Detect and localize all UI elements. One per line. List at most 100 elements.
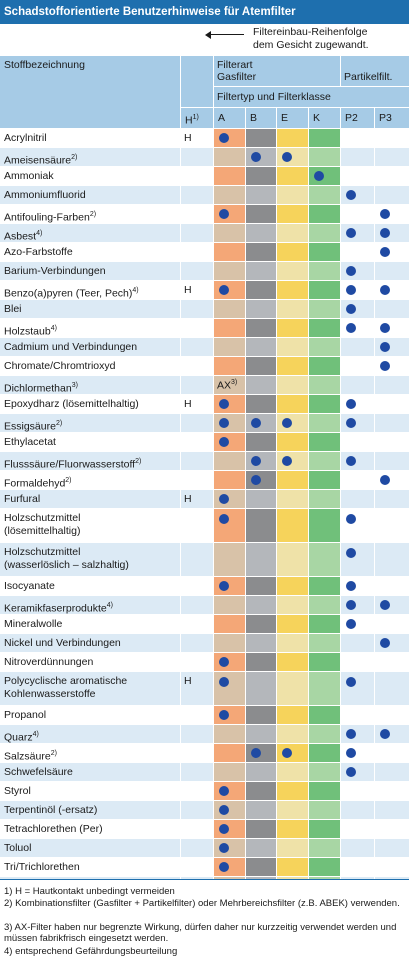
filter-cell-b xyxy=(246,839,276,857)
column-divider xyxy=(276,167,277,185)
substance-name: Ameisensäure2) xyxy=(4,151,77,168)
column-divider xyxy=(276,634,277,652)
column-divider xyxy=(340,725,341,743)
column-divider xyxy=(308,782,309,800)
column-divider xyxy=(213,577,214,595)
column-divider xyxy=(276,376,277,394)
column-divider xyxy=(308,858,309,876)
column-divider xyxy=(213,858,214,876)
column-header-p2: P2 xyxy=(341,108,374,128)
column-divider xyxy=(374,801,375,819)
filter-cell-e xyxy=(277,801,308,819)
footnote-1: 1) H = Hautkontakt unbedingt vermeiden xyxy=(4,886,175,897)
header-filtertyp-cell: Filtertyp und Filterklasse xyxy=(214,87,409,107)
column-divider xyxy=(245,281,246,299)
column-divider xyxy=(374,509,375,542)
column-divider xyxy=(308,376,309,394)
column-divider xyxy=(213,433,214,451)
substance-name-text: Ethylacetat xyxy=(4,436,56,448)
substance-name-text: Isocyanate xyxy=(4,580,55,592)
recommendation-dot-b xyxy=(251,456,261,466)
column-divider xyxy=(308,262,309,280)
table-row: Ethylacetat xyxy=(0,433,409,451)
footnote-ref: 3) xyxy=(71,382,78,389)
column-divider xyxy=(245,858,246,876)
filter-cell-b xyxy=(246,782,276,800)
substance-name-text: Barium-Verbindungen xyxy=(4,265,106,277)
column-divider xyxy=(245,543,246,576)
recommendation-dot-p2 xyxy=(346,581,356,591)
column-divider xyxy=(276,205,277,223)
column-divider xyxy=(180,858,181,876)
column-divider xyxy=(180,509,181,542)
substance-name: Benzo(a)pyren (Teer, Pech)4) xyxy=(4,284,139,301)
column-divider xyxy=(180,300,181,318)
column-divider xyxy=(340,186,341,204)
filter-cell-e xyxy=(277,509,308,542)
filter-cell-e xyxy=(277,186,308,204)
recommendation-dot-b xyxy=(251,418,261,428)
column-divider xyxy=(213,452,214,470)
filter-cell-k xyxy=(309,706,340,724)
substance-name-text: Holzstaub xyxy=(4,325,51,338)
filter-cell-k xyxy=(309,129,340,147)
filter-cell-e xyxy=(277,839,308,857)
column-divider xyxy=(340,634,341,652)
substance-name: Holzstaub4) xyxy=(4,322,57,339)
column-divider xyxy=(213,615,214,633)
substance-name-line: Holzschutzmittel xyxy=(4,512,81,524)
column-divider xyxy=(374,782,375,800)
column-divider xyxy=(245,744,246,762)
recommendation-dot-p2 xyxy=(346,228,356,238)
filter-cell-k xyxy=(309,243,340,261)
column-divider xyxy=(245,452,246,470)
filter-cell-b xyxy=(246,376,276,394)
column-divider xyxy=(245,262,246,280)
recommendation-dot-p3 xyxy=(380,209,390,219)
recommendation-dot-p2 xyxy=(346,514,356,524)
column-divider xyxy=(213,414,214,432)
column-divider xyxy=(276,725,277,743)
recommendation-dot-a xyxy=(219,862,229,872)
table-row: Styrol xyxy=(0,782,409,800)
column-header-label: A xyxy=(218,112,226,124)
substance-name-text: Nickel und Verbindungen xyxy=(4,637,121,649)
header-stoff-label: Stoffbezeichnung xyxy=(4,59,85,71)
column-divider xyxy=(276,744,277,762)
column-divider xyxy=(308,224,309,242)
column-divider xyxy=(308,243,309,261)
filter-cell-k xyxy=(309,281,340,299)
filter-cell-b xyxy=(246,858,276,876)
column-divider xyxy=(276,148,277,166)
filter-cell-b xyxy=(246,801,276,819)
column-divider xyxy=(213,763,214,781)
filter-cell-a xyxy=(214,634,245,652)
column-divider xyxy=(213,281,214,299)
filter-cell-b xyxy=(246,634,276,652)
substance-name-text: Schwefelsäure xyxy=(4,766,73,778)
recommendation-dot-b xyxy=(251,748,261,758)
footnote-ref: 4) xyxy=(50,325,57,332)
table-row: Barium-Verbindungen xyxy=(0,262,409,280)
recommendation-dot-p2 xyxy=(346,418,356,428)
recommendation-dot-p2 xyxy=(346,304,356,314)
column-divider xyxy=(213,205,214,223)
column-divider xyxy=(213,243,214,261)
recommendation-dot-p3 xyxy=(380,228,390,238)
substance-name-text: Benzo(a)pyren (Teer, Pech) xyxy=(4,287,133,300)
column-divider xyxy=(308,672,309,705)
column-divider xyxy=(245,820,246,838)
column-divider xyxy=(308,129,309,147)
column-divider xyxy=(308,414,309,432)
table-row: Formaldehyd2) xyxy=(0,471,409,490)
recommendation-dot-a xyxy=(219,437,229,447)
table-row: Ammoniak xyxy=(0,167,409,185)
filter-cell-b xyxy=(246,300,276,318)
filter-cell-b xyxy=(246,338,276,356)
recommendation-dot-p2 xyxy=(346,548,356,558)
filter-cell-e xyxy=(277,433,308,451)
column-divider xyxy=(180,357,181,375)
filter-cell-k xyxy=(309,744,340,762)
column-divider xyxy=(213,596,214,614)
filter-cell-a xyxy=(214,744,245,762)
